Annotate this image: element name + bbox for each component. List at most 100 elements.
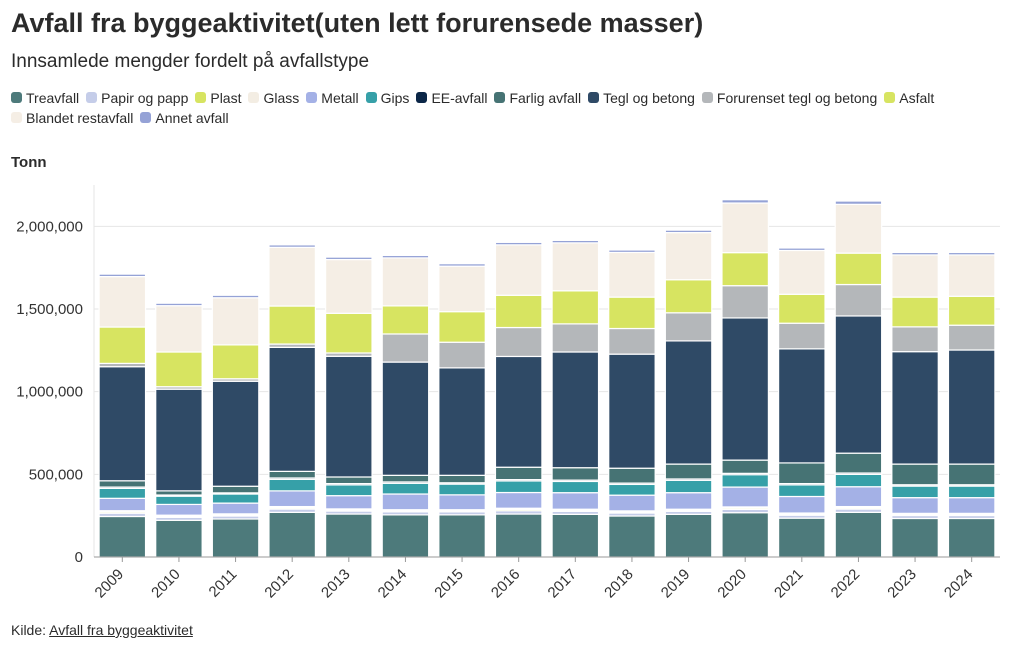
bar-segment — [98, 275, 147, 328]
bar-segment — [834, 283, 883, 317]
legend-label: EE-avfall — [431, 89, 488, 106]
legend-label: Annet avfall — [155, 109, 229, 126]
bar-segment — [155, 495, 203, 506]
bar-segment — [834, 473, 883, 488]
x-tick-label: 2011 — [206, 566, 241, 601]
bar-segment — [268, 511, 317, 558]
bar-segment — [211, 294, 260, 299]
bar-segment — [608, 494, 656, 512]
bar-segment — [777, 495, 826, 514]
legend-item[interactable]: Tegl og betong — [588, 89, 695, 106]
bar-segment — [98, 273, 147, 278]
source-link[interactable]: Avfall fra byggeaktivitet — [49, 622, 193, 638]
bar-segment — [947, 254, 996, 297]
bar-segment — [438, 494, 486, 511]
x-tick-label: 2013 — [318, 566, 354, 602]
legend-item[interactable]: Gips — [365, 89, 409, 106]
bar-segment — [891, 296, 939, 328]
bar-segment — [777, 293, 826, 324]
x-tick-label: 2023 — [884, 566, 920, 602]
bar-segment — [891, 463, 939, 486]
legend-swatch — [11, 112, 22, 123]
x-tick-label: 2022 — [828, 566, 864, 602]
legend-item[interactable]: Forurenset tegl og betong — [701, 89, 878, 106]
legend-item[interactable]: Treavfall — [11, 89, 79, 106]
legend-label: Papir og papp — [101, 89, 189, 106]
x-tick-label: 2021 — [771, 566, 807, 602]
chart-title: Avfall fra byggeaktivitet(uten lett foru… — [11, 8, 704, 38]
bar-segment — [211, 380, 260, 487]
bar-segment — [155, 490, 203, 496]
bar-segment — [155, 388, 203, 492]
bar-segment — [324, 258, 373, 314]
legend-swatch — [416, 92, 428, 103]
bar-segment — [721, 285, 770, 319]
bar-segment — [381, 482, 430, 495]
bar-segment — [494, 244, 543, 296]
bar-segment — [777, 249, 826, 295]
bar-segment — [891, 251, 939, 256]
bar-segment — [381, 474, 430, 483]
bar-segment — [494, 355, 543, 468]
bar-segment — [438, 483, 486, 496]
bar-segment — [834, 203, 883, 254]
bar-segment — [494, 326, 543, 358]
legend-item[interactable]: EE-avfall — [416, 89, 487, 106]
x-tick-label: 2024 — [941, 566, 977, 602]
bar-segment — [947, 497, 996, 514]
bar-segment — [381, 257, 430, 307]
source-prefix: Kilde: — [11, 622, 50, 638]
bar-segment — [551, 242, 600, 292]
x-tick-label: 2016 — [488, 566, 524, 602]
bar-segment — [551, 513, 600, 558]
legend-item[interactable]: Plast — [195, 89, 241, 106]
bar-segment — [664, 463, 713, 480]
legend-label: Asfalt — [899, 89, 935, 106]
legend-swatch — [11, 92, 22, 103]
bar-segment — [324, 513, 373, 558]
legend-label: Tegl og betong — [603, 89, 695, 106]
bar-segment — [834, 511, 883, 558]
bar-segment — [777, 484, 826, 498]
bar-segment — [324, 476, 373, 485]
legend-swatch — [884, 92, 896, 103]
bar-segment — [891, 351, 939, 465]
bar-segment — [155, 302, 203, 307]
legend-item[interactable]: Blandet restavfall — [11, 109, 133, 126]
legend-item[interactable]: Annet avfall — [140, 109, 229, 126]
bar-segment — [551, 239, 600, 244]
y-tick-label: 1,000,000 — [16, 384, 83, 401]
bar-segment — [551, 351, 600, 469]
bar-segment — [324, 495, 373, 510]
legend-item[interactable]: Glass — [248, 89, 299, 106]
bar-segment — [777, 348, 826, 464]
legend-item[interactable]: Asfalt — [884, 89, 934, 106]
bar-segment — [834, 315, 883, 454]
legend-swatch — [248, 92, 260, 103]
bar-segment — [98, 326, 147, 364]
legend-item[interactable]: Metall — [306, 89, 359, 106]
bar-segment — [947, 349, 996, 465]
bar-segment — [608, 467, 656, 484]
bar-segment — [438, 367, 486, 476]
bar-segment — [608, 251, 656, 298]
bar-segment — [608, 296, 656, 330]
bar-segment — [664, 340, 713, 465]
bar-segment — [608, 483, 656, 496]
bar-segment — [268, 490, 317, 508]
bar-segment — [551, 467, 600, 481]
legend-item[interactable]: Papir og papp — [86, 89, 188, 106]
bar-segment — [551, 323, 600, 353]
bar-segment — [438, 263, 486, 267]
bar-segment — [211, 344, 260, 380]
legend-swatch — [494, 92, 506, 103]
legend-label: Forurenset tegl og betong — [716, 89, 878, 106]
bar-segment — [721, 459, 770, 474]
bar-segment — [155, 519, 203, 558]
y-tick-label: 0 — [75, 549, 83, 566]
bar-segment — [891, 254, 939, 298]
legend-item[interactable]: Farlig avfall — [494, 89, 581, 106]
legend-label: Treavfall — [26, 89, 80, 106]
bar-segment — [947, 324, 996, 351]
bar-segment — [721, 474, 770, 488]
